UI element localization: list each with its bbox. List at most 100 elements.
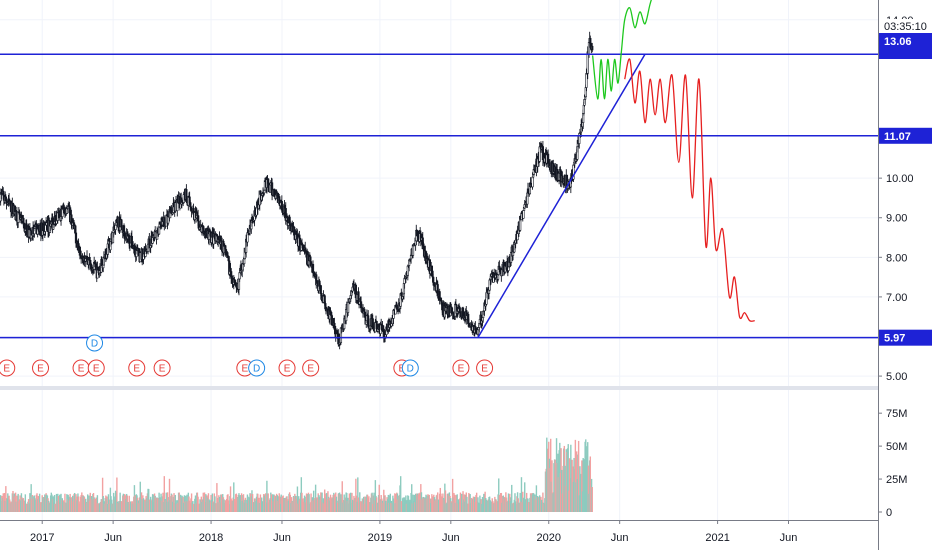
event-circle (476, 359, 494, 377)
earnings-marker[interactable]: E (278, 359, 296, 377)
price-badge-bg (879, 33, 932, 60)
candle-body (411, 244, 415, 256)
volume-bar (107, 494, 110, 512)
volume-bar (371, 492, 373, 512)
volume-bar (581, 460, 583, 512)
event-label: E (458, 364, 465, 375)
event-circle (302, 359, 320, 377)
price-badge-bg (879, 127, 932, 144)
volume-bar (378, 484, 380, 512)
candle-body (531, 176, 534, 188)
event-label: E (93, 364, 100, 375)
trendline[interactable] (477, 53, 646, 339)
candle-body (280, 201, 283, 211)
volume-bar (173, 493, 175, 512)
volume-bar (511, 484, 513, 512)
volume-bar (577, 440, 580, 512)
candle-body (102, 264, 105, 269)
forecast-bear-path[interactable] (624, 58, 755, 322)
event-label: E (241, 364, 248, 375)
earnings-marker[interactable]: E (153, 359, 171, 377)
time-tick-label: Jun (273, 532, 291, 544)
volume-tick-label: 0 (886, 507, 892, 519)
candle-body (409, 255, 413, 260)
price-badge: 11.07 (879, 127, 932, 144)
event-circle (153, 359, 171, 377)
volume-bar (349, 492, 352, 512)
price-tick-label: 7.00 (886, 292, 907, 304)
volume-bar (500, 492, 503, 512)
volume-bar (587, 465, 590, 512)
volume-bars (0, 437, 593, 512)
candle-body (363, 311, 367, 318)
dividend-marker[interactable]: D (86, 334, 104, 352)
candle-body (88, 257, 91, 261)
event-circle (128, 359, 146, 377)
price-badge-bg (879, 329, 932, 346)
price-candles (0, 31, 594, 350)
volume-bar (542, 492, 544, 512)
volume-bar (357, 477, 359, 512)
earnings-marker[interactable]: E (0, 359, 16, 377)
pane-separator[interactable] (0, 386, 878, 390)
earnings-marker[interactable]: E (87, 359, 105, 377)
volume-bar (591, 487, 593, 512)
volume-bar (520, 477, 523, 512)
price-tick-label: 5.00 (886, 371, 907, 383)
volume-bar (296, 486, 299, 512)
event-label: E (481, 364, 488, 375)
volume-bar (216, 483, 218, 512)
volume-bar (389, 493, 391, 512)
candle-body (476, 329, 480, 335)
event-circle (452, 359, 470, 377)
candle-body (522, 210, 525, 219)
volume-bar (321, 492, 323, 512)
dividend-marker[interactable]: D (248, 359, 266, 377)
candle-body (495, 272, 498, 276)
earnings-marker[interactable]: E (302, 359, 320, 377)
price-badge-label: 13.06 (884, 36, 912, 48)
volume-tick-label: 50M (886, 441, 907, 453)
volume-bar (561, 469, 563, 512)
forecast-bull-path[interactable] (591, 0, 656, 100)
trendline-line[interactable] (477, 53, 646, 339)
volume-bar (266, 480, 268, 512)
earnings-marker[interactable]: E (128, 359, 146, 377)
price-tick-label: 8.00 (886, 252, 907, 264)
volume-bar (59, 494, 61, 512)
volume-bar (583, 459, 585, 512)
volume-bar (570, 444, 572, 512)
candle-body (119, 226, 122, 231)
time-tick-label: 2018 (199, 532, 223, 544)
countdown-label: 03:35:10 (884, 21, 927, 33)
earnings-marker[interactable]: E (452, 359, 470, 377)
price-badge: 13.06 03:35:10 (879, 19, 932, 60)
horizontal-levels[interactable] (0, 53, 878, 339)
event-markers[interactable]: E E EDE E E E D E E E D E E (0, 334, 494, 377)
earnings-marker[interactable]: E (72, 359, 90, 377)
candle-body (346, 301, 350, 313)
price-tick-label: 9.00 (886, 213, 907, 225)
time-tick-label: Jun (104, 532, 122, 544)
event-circle (278, 359, 296, 377)
earnings-marker[interactable]: E (476, 359, 494, 377)
volume-bar (163, 476, 166, 512)
candle-body (319, 285, 322, 294)
candle-body (114, 224, 117, 230)
time-tick-label: Jun (780, 532, 798, 544)
volume-bar (101, 477, 104, 512)
price-badge: 5.97 (879, 329, 932, 346)
volume-bar (30, 484, 32, 512)
volume-bar (24, 494, 27, 512)
dividend-marker[interactable]: D (401, 359, 419, 377)
forecast-paths[interactable] (591, 0, 755, 322)
countdown-bg (879, 19, 932, 33)
earnings-marker[interactable]: E (32, 359, 50, 377)
time-tick-label: 2019 (368, 532, 392, 544)
candle-body (591, 45, 594, 51)
price-tick-label: 10.00 (886, 173, 914, 185)
volume-bar (116, 477, 118, 512)
volume-bar (405, 495, 407, 512)
